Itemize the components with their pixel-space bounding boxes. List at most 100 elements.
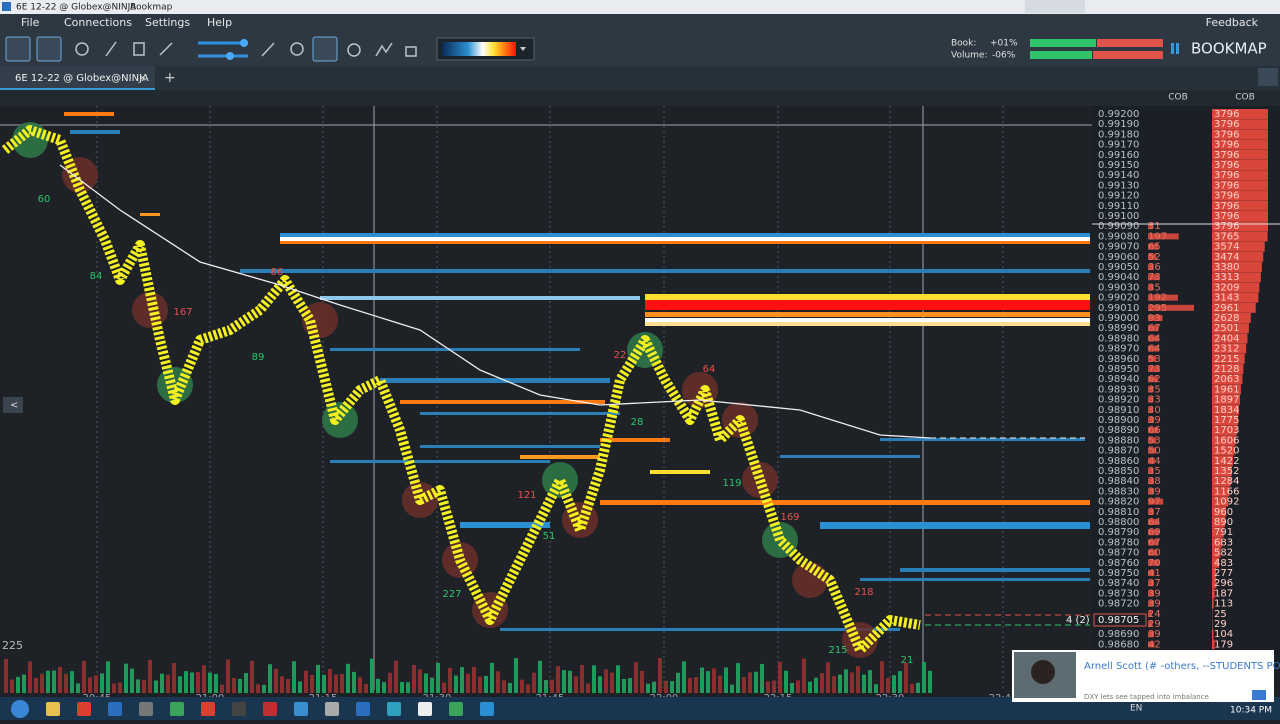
volume-bar	[46, 671, 50, 693]
volume-bar	[88, 677, 92, 693]
volume-bar	[34, 678, 38, 693]
taskbar-icon[interactable]	[232, 702, 246, 716]
volume-bar	[586, 684, 590, 693]
volume-bar	[436, 663, 440, 693]
bubble-label: 60	[38, 194, 51, 205]
taskbar-icon[interactable]	[77, 702, 91, 716]
bubble-label: 84	[90, 271, 103, 282]
bubble-label: 86	[271, 267, 284, 278]
taskbar-icon[interactable]	[46, 702, 60, 716]
liquidity-stripe	[520, 455, 600, 459]
bubble-label: 21	[901, 655, 914, 666]
logo-mark	[1176, 43, 1179, 54]
current-price: 0.98705	[1098, 615, 1139, 626]
volume-bar	[454, 676, 458, 693]
volume-bar	[268, 664, 272, 693]
liquidity-stripe	[280, 237, 1090, 241]
volume-bar	[532, 673, 536, 693]
volume-bar	[448, 668, 452, 693]
volume-bar	[502, 680, 506, 693]
liquidity-stripe	[650, 470, 710, 474]
volume-bar	[868, 670, 872, 693]
taskbar-icon[interactable]	[294, 702, 308, 716]
volume-bar	[166, 675, 170, 693]
taskbar-icon[interactable]	[263, 702, 277, 716]
target-tool[interactable]	[37, 37, 61, 61]
liquidity-stripe	[645, 312, 1090, 317]
logo: BOOKMAP	[1191, 40, 1267, 58]
volume-bar	[862, 675, 866, 693]
volume-bar	[634, 662, 638, 693]
tab-underline	[0, 88, 155, 90]
volume-bar	[22, 674, 26, 693]
volume-bar	[682, 661, 686, 693]
bubble-label: 227	[442, 589, 461, 600]
taskbar-icon[interactable]	[201, 702, 215, 716]
liquidity-stripe	[140, 213, 160, 216]
logo-mark	[1171, 43, 1174, 54]
tab-close[interactable]: ×	[138, 71, 147, 84]
liquidity-stripe	[645, 306, 1090, 310]
volume-bar	[184, 671, 188, 693]
volume-bar	[718, 675, 722, 693]
notification-text: DXY lets see tapped into imbalance	[1084, 693, 1209, 701]
volume-bar	[766, 681, 770, 693]
volume-bar	[94, 676, 98, 693]
tab-label[interactable]: 6E 12-22 @ Globex@NINJA	[15, 73, 149, 84]
volume-bar	[838, 675, 842, 693]
panel-toggle[interactable]	[1258, 68, 1278, 86]
liquidity-stripe	[420, 445, 600, 448]
volume-bar	[514, 658, 518, 693]
left-label: 225	[2, 639, 23, 652]
volume-bar	[778, 662, 782, 693]
volume-bar	[568, 671, 572, 693]
volume-bar	[538, 661, 542, 693]
volume-bar	[244, 673, 248, 693]
taskbar-icon[interactable]	[449, 702, 463, 716]
taskbar-icon[interactable]	[170, 702, 184, 716]
collapse-icon[interactable]: <	[10, 400, 18, 411]
taskbar-icon[interactable]	[108, 702, 122, 716]
volume-bar	[628, 678, 632, 693]
menu-item[interactable]: File	[21, 16, 40, 29]
volume-bar	[886, 678, 890, 693]
volume-bar	[214, 674, 218, 693]
taskbar-icon[interactable]	[387, 702, 401, 716]
palette-gradient	[442, 42, 516, 56]
volume-bar	[706, 671, 710, 693]
menu-item[interactable]: Help	[207, 16, 232, 29]
price-level: 0.98720	[1098, 599, 1139, 610]
volume-bar	[112, 684, 116, 693]
slider-knob[interactable]	[226, 52, 234, 60]
cob-value: 179	[1214, 639, 1233, 650]
start-button[interactable]	[11, 700, 29, 718]
cob-header: COB	[1168, 93, 1188, 103]
book-label: Book:	[951, 39, 976, 49]
liquidity-stripe	[900, 568, 1090, 572]
cob-header: COB	[1235, 93, 1255, 103]
tab-add[interactable]: +	[164, 70, 176, 86]
volume-bar	[322, 675, 326, 693]
liquidity-stripe	[645, 300, 1090, 306]
notification-title[interactable]: Arnell Scott (# -others, --STUDENTS PORT…	[1084, 661, 1280, 672]
crosshair-tool[interactable]	[313, 37, 337, 61]
book-red	[1097, 39, 1163, 47]
taskbar-icon[interactable]	[418, 702, 432, 716]
volume-bar	[676, 673, 680, 693]
taskbar-icon[interactable]	[356, 702, 370, 716]
taskbar-icons	[46, 702, 494, 716]
menu-item[interactable]: Connections	[64, 16, 132, 29]
volume-bar	[856, 666, 860, 693]
menu-item[interactable]: Settings	[145, 16, 190, 29]
hand-tool[interactable]	[6, 37, 30, 61]
liquidity-stripe	[380, 378, 610, 383]
taskbar-icon[interactable]	[139, 702, 153, 716]
taskbar-icon[interactable]	[325, 702, 339, 716]
volume-bar	[64, 674, 68, 693]
bubble-label: 64	[703, 364, 716, 375]
volume-bar	[556, 666, 560, 693]
slider-knob[interactable]	[240, 39, 248, 47]
feedback-link[interactable]: Feedback	[1206, 16, 1259, 29]
volume-bar	[124, 664, 128, 693]
taskbar-icon[interactable]	[480, 702, 494, 716]
